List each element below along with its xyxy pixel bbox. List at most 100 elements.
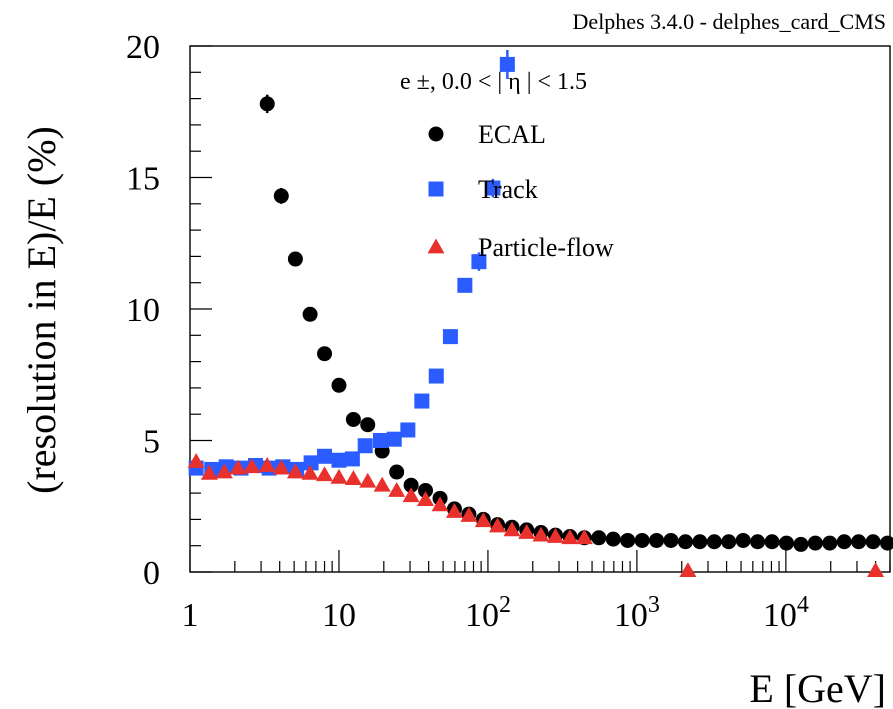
data-point <box>880 535 893 551</box>
legend: e ±, 0.0 < | η | < 1.5 ECAL Track Particle… <box>400 69 614 262</box>
data-point <box>389 464 405 480</box>
data-point <box>677 534 693 550</box>
data-point <box>836 534 852 550</box>
data-point <box>822 535 838 551</box>
data-point <box>499 56 515 72</box>
data-point <box>345 411 361 427</box>
data-point <box>807 535 823 551</box>
data-point <box>575 529 593 545</box>
legend-item: Track <box>428 175 538 204</box>
y-tick-label: 10 <box>126 292 160 329</box>
y-tick-label: 20 <box>126 29 160 66</box>
data-point <box>735 532 751 548</box>
axis-ticks <box>189 45 891 573</box>
data-point <box>634 532 650 548</box>
data-point <box>460 506 478 522</box>
x-tick-label: 103 <box>614 592 660 634</box>
data-point <box>867 562 885 578</box>
data-point <box>215 463 233 479</box>
series-particle-flow <box>187 453 885 578</box>
legend-item: ECAL <box>428 120 546 149</box>
chart-banner: Delphes 3.4.0 - delphes_card_CMS <box>573 9 886 34</box>
y-tick-label: 15 <box>126 161 160 198</box>
data-point <box>259 96 275 112</box>
x-axis-title: E [GeV] <box>749 666 886 709</box>
data-point <box>692 534 708 550</box>
y-axis-title: (resolution in E)/E (%) <box>19 126 64 494</box>
data-point <box>485 180 501 196</box>
data-point <box>243 458 261 474</box>
data-point <box>471 254 487 270</box>
data-point <box>442 329 458 345</box>
data-point <box>546 527 564 543</box>
legend-marker <box>428 126 444 142</box>
data-point <box>679 562 697 578</box>
data-point <box>489 517 507 533</box>
data-point <box>187 453 205 468</box>
data-point <box>605 531 621 547</box>
data-points <box>187 49 893 578</box>
data-point <box>330 468 348 484</box>
data-point <box>428 368 444 384</box>
data-point <box>331 377 347 393</box>
data-point <box>417 491 435 507</box>
data-point <box>386 431 402 447</box>
legend-item: Particle-flow <box>427 233 614 262</box>
data-point <box>316 466 334 482</box>
data-point <box>457 277 473 293</box>
data-point <box>778 535 794 551</box>
data-point <box>331 452 347 468</box>
x-tick-label: 102 <box>465 592 511 634</box>
data-point <box>258 456 276 472</box>
data-point <box>303 455 319 471</box>
data-point <box>764 534 780 550</box>
data-point <box>414 393 430 409</box>
data-point <box>317 448 333 464</box>
x-tick-labels: 1 10 102 103 104 <box>182 592 809 634</box>
x-tick-label: 10 <box>322 597 356 634</box>
legend-marker <box>428 181 444 197</box>
data-point <box>373 476 391 492</box>
y-tick-labels: 0 5 10 15 20 <box>126 29 160 592</box>
data-point <box>229 459 247 475</box>
data-point <box>359 472 377 488</box>
data-point <box>431 496 449 512</box>
legend-marker <box>427 238 445 254</box>
data-point <box>317 346 333 362</box>
data-point <box>388 481 406 497</box>
data-point <box>750 534 766 550</box>
data-point <box>302 306 318 322</box>
y-tick-label: 0 <box>143 555 160 592</box>
y-tick-label: 5 <box>143 424 160 461</box>
data-point <box>403 477 419 493</box>
data-point <box>793 536 809 552</box>
data-point <box>721 534 737 550</box>
data-point <box>372 433 388 448</box>
x-tick-label: 104 <box>763 592 809 634</box>
data-point <box>706 534 722 550</box>
data-point <box>344 470 362 486</box>
data-point <box>851 534 867 550</box>
data-point <box>620 532 636 548</box>
data-point <box>418 482 434 498</box>
data-point <box>865 534 881 550</box>
data-point <box>663 532 679 548</box>
legend-label: Track <box>478 175 538 204</box>
data-point <box>649 532 665 548</box>
data-point <box>200 464 218 480</box>
data-point <box>272 459 290 475</box>
data-point <box>287 251 303 267</box>
data-point <box>518 524 536 539</box>
data-point <box>301 464 319 480</box>
legend-label: ECAL <box>478 120 546 149</box>
data-point <box>503 521 521 537</box>
data-point <box>400 422 416 438</box>
data-point <box>286 463 304 479</box>
data-point <box>360 417 376 433</box>
legend-header: e ±, 0.0 < | η | < 1.5 <box>400 69 587 95</box>
data-point <box>344 451 360 467</box>
data-point <box>273 188 289 204</box>
data-point <box>357 438 373 454</box>
x-tick-label: 1 <box>182 597 199 634</box>
